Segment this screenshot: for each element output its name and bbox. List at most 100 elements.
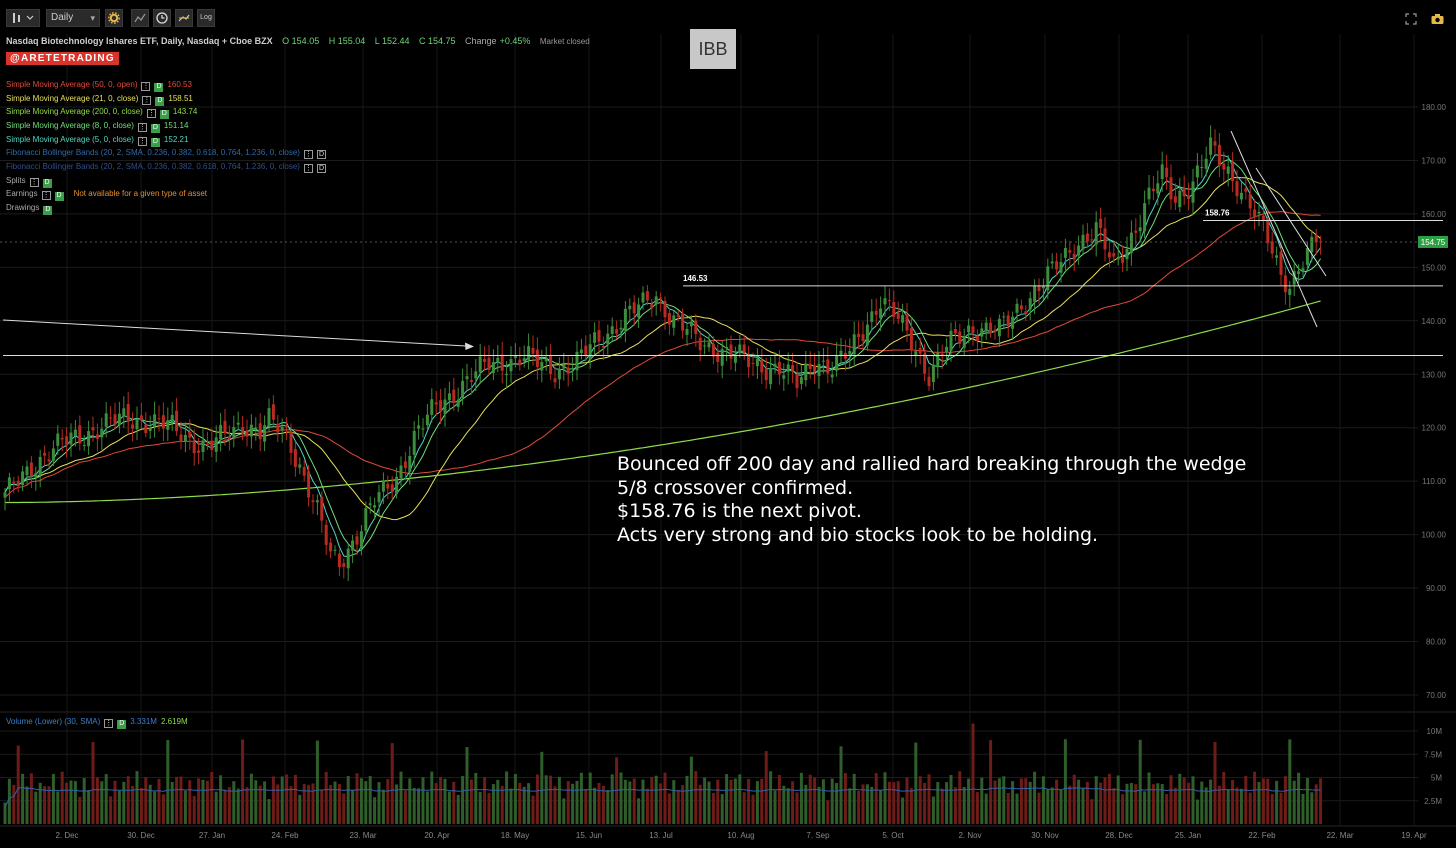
volume-bar (254, 780, 258, 824)
volume-bar (43, 786, 47, 824)
volume-bar (861, 784, 865, 824)
indicator-fib-bollinger-2[interactable]: Fibonacci Bollinger Bands (20, 2, SMA, 0… (6, 161, 326, 173)
indicator-data-icon[interactable]: D (316, 164, 326, 173)
drawings-row[interactable]: Drawings D (6, 202, 53, 215)
indicator-sma-8[interactable]: Simple Moving Average (8, 0, close) ⋮ D 151… (6, 120, 188, 133)
volume-legend[interactable]: Volume (Lower) (30, SMA) ⋮ D 3.331M 2.619M (6, 716, 188, 729)
indicator-data-icon[interactable]: D (159, 110, 169, 119)
price-tick-label: 90.00 (1426, 584, 1447, 593)
volume-bar (738, 774, 742, 824)
clock-icon[interactable] (153, 9, 171, 27)
candle-body (1103, 228, 1107, 250)
indicator-menu-icon[interactable]: ⋮ (141, 82, 151, 91)
volume-bar (1156, 783, 1160, 824)
volume-bar (399, 771, 403, 824)
candle-body (271, 404, 275, 420)
candle-body (425, 414, 429, 426)
candle-body (1253, 209, 1257, 218)
date-tick-label: 23. Mar (349, 831, 376, 840)
indicator-label: Fibonacci Bollinger Bands (20, 2, SMA, 0… (6, 162, 300, 171)
volume-bar (549, 775, 553, 824)
indicator-menu-icon[interactable]: ⋮ (137, 123, 147, 132)
volume-bar (1112, 788, 1116, 824)
wedge-upper-line (1230, 130, 1318, 328)
volume-bar (337, 784, 341, 824)
candle-body (1129, 232, 1133, 253)
date-tick-label: 18. May (501, 831, 529, 840)
indicator-sma-50[interactable]: Simple Moving Average (50, 0, open) ⋮ D 160… (6, 79, 192, 92)
volume-bar (839, 746, 843, 824)
candle-body (3, 492, 7, 498)
volume-bar (359, 778, 363, 824)
volume-bar (1283, 776, 1287, 824)
earnings-data-icon[interactable]: D (54, 192, 64, 201)
volume-bar (1028, 781, 1032, 824)
volume-bar (628, 781, 632, 824)
indicator-menu-icon[interactable]: ⋮ (146, 109, 156, 118)
earnings-menu-icon[interactable]: ⋮ (41, 191, 51, 200)
indicator-data-icon[interactable]: D (155, 97, 165, 106)
splits-menu-icon[interactable]: ⋮ (29, 178, 39, 187)
candle-body (21, 471, 25, 486)
log-scale-button[interactable]: Log (197, 9, 215, 27)
volume-bar (1011, 781, 1015, 824)
indicator-sma-21[interactable]: Simple Moving Average (21, 0, close) ⋮ D 15… (6, 93, 193, 106)
indicator-menu-icon[interactable]: ⋮ (142, 96, 152, 105)
timeframe-select[interactable]: Daily (46, 9, 100, 27)
drawing-tools-icon[interactable] (175, 9, 193, 27)
date-tick-label: 24. Feb (271, 831, 299, 840)
indicators-icon[interactable] (131, 9, 149, 27)
earnings-row[interactable]: Earnings ⋮ D Not available for a given type… (6, 188, 207, 201)
volume-bar (716, 779, 720, 824)
indicator-menu-icon[interactable]: ⋮ (137, 137, 147, 146)
volume-bar (491, 784, 495, 824)
fullscreen-icon[interactable] (1405, 12, 1417, 25)
note-line: Acts very strong and bio stocks look to … (617, 523, 1099, 546)
camera-icon[interactable] (1431, 12, 1444, 24)
volume-bar (214, 791, 218, 824)
candle-body (1019, 305, 1023, 310)
indicator-data-icon[interactable]: D (316, 150, 326, 159)
volume-menu-icon[interactable]: ⋮ (104, 719, 114, 728)
indicator-menu-icon[interactable]: ⋮ (303, 164, 313, 173)
volume-bar (971, 723, 975, 824)
candle-body (852, 334, 856, 355)
volume-bar (263, 781, 267, 824)
candle-body (606, 333, 610, 345)
chart-type-button[interactable] (6, 9, 40, 27)
drawings-data-icon[interactable]: D (43, 206, 53, 215)
volume-bar (931, 796, 935, 824)
candle-body (588, 344, 592, 360)
candle-body (421, 428, 425, 430)
candle-body (91, 427, 95, 431)
date-tick-label: 28. Dec (1105, 831, 1133, 840)
volume-bar (1209, 779, 1213, 824)
volume-bar (302, 783, 306, 824)
candle-body (857, 333, 861, 338)
volume-bar (1085, 781, 1089, 824)
indicator-data-icon[interactable]: D (154, 83, 164, 92)
candle-body (170, 414, 174, 423)
splits-row[interactable]: Splits ⋮ D (6, 175, 52, 188)
indicator-data-icon[interactable]: D (150, 138, 160, 147)
indicator-data-icon[interactable]: D (150, 124, 160, 133)
date-tick-label: 27. Jan (199, 831, 225, 840)
indicator-menu-icon[interactable]: ⋮ (303, 150, 313, 159)
indicator-sma-5[interactable]: Simple Moving Average (5, 0, close) ⋮ D 152… (6, 134, 188, 147)
candle-body (725, 346, 729, 349)
splits-data-icon[interactable]: D (42, 179, 52, 188)
volume-bar (421, 777, 425, 824)
indicator-sma-200[interactable]: Simple Moving Average (200, 0, close) ⋮ D 1… (6, 106, 197, 119)
candle-body (896, 312, 900, 319)
volume-data-icon[interactable]: D (117, 720, 127, 729)
volume-bar (298, 794, 302, 824)
date-tick-label: 20. Apr (424, 831, 450, 840)
candle-body (1248, 194, 1252, 209)
volume-bar (1204, 787, 1208, 824)
indicator-fib-bollinger-1[interactable]: Fibonacci Bollinger Bands (20, 2, SMA, 0… (6, 147, 326, 159)
candle-body (267, 408, 271, 427)
volume-bar (821, 779, 825, 824)
volume-bar (135, 771, 139, 824)
settings-gear-icon[interactable] (105, 9, 123, 27)
